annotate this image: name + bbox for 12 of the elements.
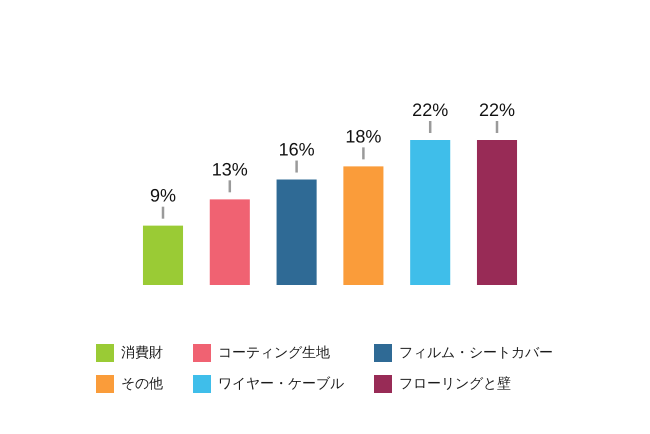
legend-label: フローリングと壁 [399,376,511,392]
data-label: 22% [478,100,516,120]
data-label: 13% [212,159,248,180]
data-label: 9% [150,186,176,206]
legend-label: コーティング生地 [218,345,330,361]
data-label: 18% [345,126,382,146]
legend-label: その他 [121,376,163,392]
legend-label: フィルム・シートカバー [399,345,553,361]
data-label: 16% [278,140,315,160]
legend-label: ワイヤー・ケーブル [218,376,344,392]
data-label: 22% [412,100,448,120]
legend-label: 消費財 [121,345,163,361]
